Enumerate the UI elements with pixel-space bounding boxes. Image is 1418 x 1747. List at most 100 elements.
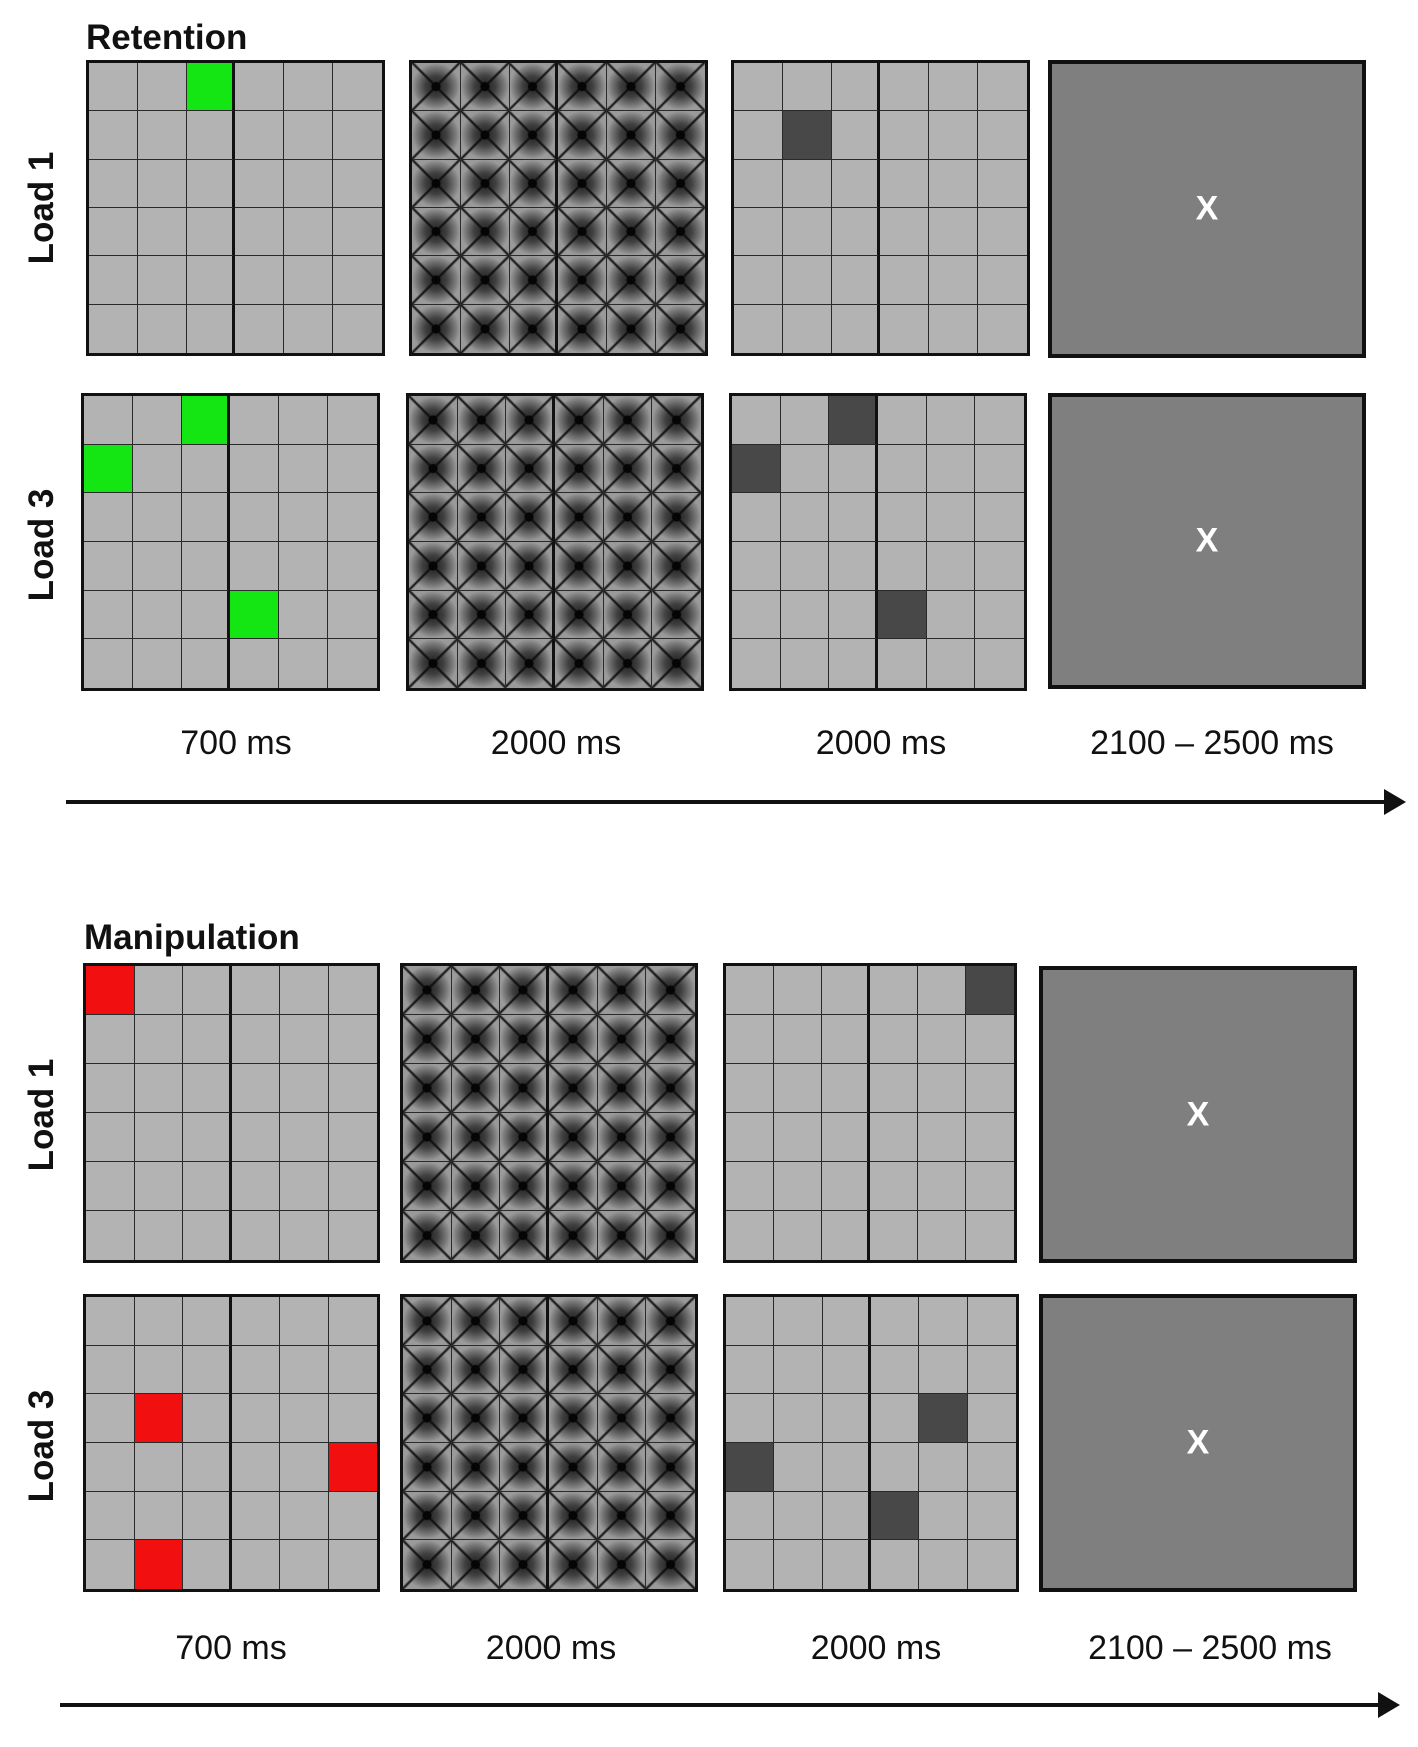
grid-cell [328, 1113, 377, 1162]
grid-cell [181, 542, 231, 591]
mask-cell [403, 966, 452, 1015]
mask-cell [403, 1015, 452, 1064]
mask-cell [607, 111, 657, 160]
mask-cell [597, 1211, 647, 1260]
grid-cell [134, 1064, 183, 1113]
mask-cell [597, 1443, 647, 1492]
mask-cell [500, 966, 549, 1015]
mask-cell [509, 304, 559, 353]
mask-cell [558, 111, 608, 160]
grid-cell [328, 1345, 377, 1395]
mask-cell [451, 1443, 501, 1492]
grid-cell [183, 1540, 232, 1589]
mask-cell [549, 1540, 598, 1589]
mask-cell [597, 1491, 647, 1541]
grid-cell [878, 444, 927, 494]
grid-cell [774, 966, 822, 1015]
grid-cell [86, 1443, 135, 1492]
grid-cell [822, 966, 870, 1015]
grid-cell [230, 542, 280, 591]
section-title-manipulation: Manipulation [84, 918, 300, 957]
grid-cell [978, 111, 1027, 160]
grid-cell [183, 1443, 232, 1492]
probe-target-cell [870, 1491, 920, 1541]
mask-cell [656, 207, 705, 257]
grid-cell [134, 1162, 183, 1211]
grid-cell [782, 207, 832, 257]
grid-cell [822, 1394, 871, 1443]
grid-cell [726, 1491, 775, 1541]
grid-cell [333, 304, 382, 353]
mask-cell [500, 1113, 549, 1162]
grid-cell [870, 1443, 920, 1492]
mask-cell [403, 1491, 452, 1541]
mask-cell [607, 63, 657, 112]
grid-cell [284, 304, 334, 353]
mask-cell [412, 256, 461, 305]
grid-cell [734, 111, 783, 160]
mask-cell [403, 1162, 452, 1211]
grid-cell [726, 966, 774, 1015]
grid-cell [929, 111, 979, 160]
mask-cell [460, 256, 510, 305]
mask-grid [409, 60, 708, 356]
grid-cell [84, 493, 133, 542]
grid-cell [279, 493, 329, 542]
grid-cell [231, 966, 280, 1015]
grid-cell [967, 1394, 1016, 1443]
grid-cell [134, 1211, 183, 1260]
grid-cell [181, 444, 231, 494]
mask-cell [509, 256, 559, 305]
grid-cell [726, 1297, 775, 1346]
grid-cell [134, 1345, 183, 1395]
grid-cell [284, 207, 334, 257]
grid-cell [328, 1162, 377, 1211]
mask-cell [646, 1297, 695, 1346]
grid-cell [231, 1064, 280, 1113]
grid-cell [84, 542, 133, 591]
probe-target-cell [726, 1443, 775, 1492]
timeline-line [60, 1703, 1382, 1707]
grid-cell [86, 1211, 135, 1260]
grid-cell [967, 1491, 1016, 1541]
grid-cell [831, 207, 881, 257]
probe-target-cell [919, 1394, 968, 1443]
mask-cell [646, 1443, 695, 1492]
probe-target-cell [782, 111, 832, 160]
grid-cell [89, 207, 138, 257]
grid-cell [975, 444, 1024, 494]
grid-cell [822, 1491, 871, 1541]
grid-cell [734, 304, 783, 353]
mask-cell [451, 1064, 501, 1113]
arrowhead-icon [1384, 789, 1406, 815]
grid-cell [328, 1394, 377, 1443]
mask-cell [656, 159, 705, 208]
mask-cell [555, 493, 604, 542]
grid-cell [137, 304, 187, 353]
mask-cell [555, 590, 604, 640]
grid-cell [829, 590, 878, 640]
grid-cell [230, 444, 280, 494]
grid-cell [726, 1345, 775, 1395]
mask-cell [412, 207, 461, 257]
mask-cell [597, 1015, 647, 1064]
mask-cell [409, 444, 458, 494]
grid-cell [328, 1540, 377, 1589]
encoding-target-cell [84, 444, 133, 494]
mask-cell [656, 304, 705, 353]
mask-cell [549, 1297, 598, 1346]
grid-cell [831, 304, 881, 353]
grid-cell [86, 1162, 135, 1211]
grid-cell [231, 1491, 280, 1541]
row-label-text: Load 3 [22, 488, 61, 602]
mask-cell [500, 1491, 549, 1541]
grid-cell [231, 1015, 280, 1064]
grid-cell [328, 1211, 377, 1260]
grid-cell [929, 304, 979, 353]
grid-cell [732, 639, 781, 688]
grid-cell [780, 444, 830, 494]
grid-cell [829, 444, 878, 494]
mask-cell [607, 159, 657, 208]
grid-cell [822, 1345, 871, 1395]
duration-text: 2100 – 2500 ms [1090, 724, 1334, 762]
